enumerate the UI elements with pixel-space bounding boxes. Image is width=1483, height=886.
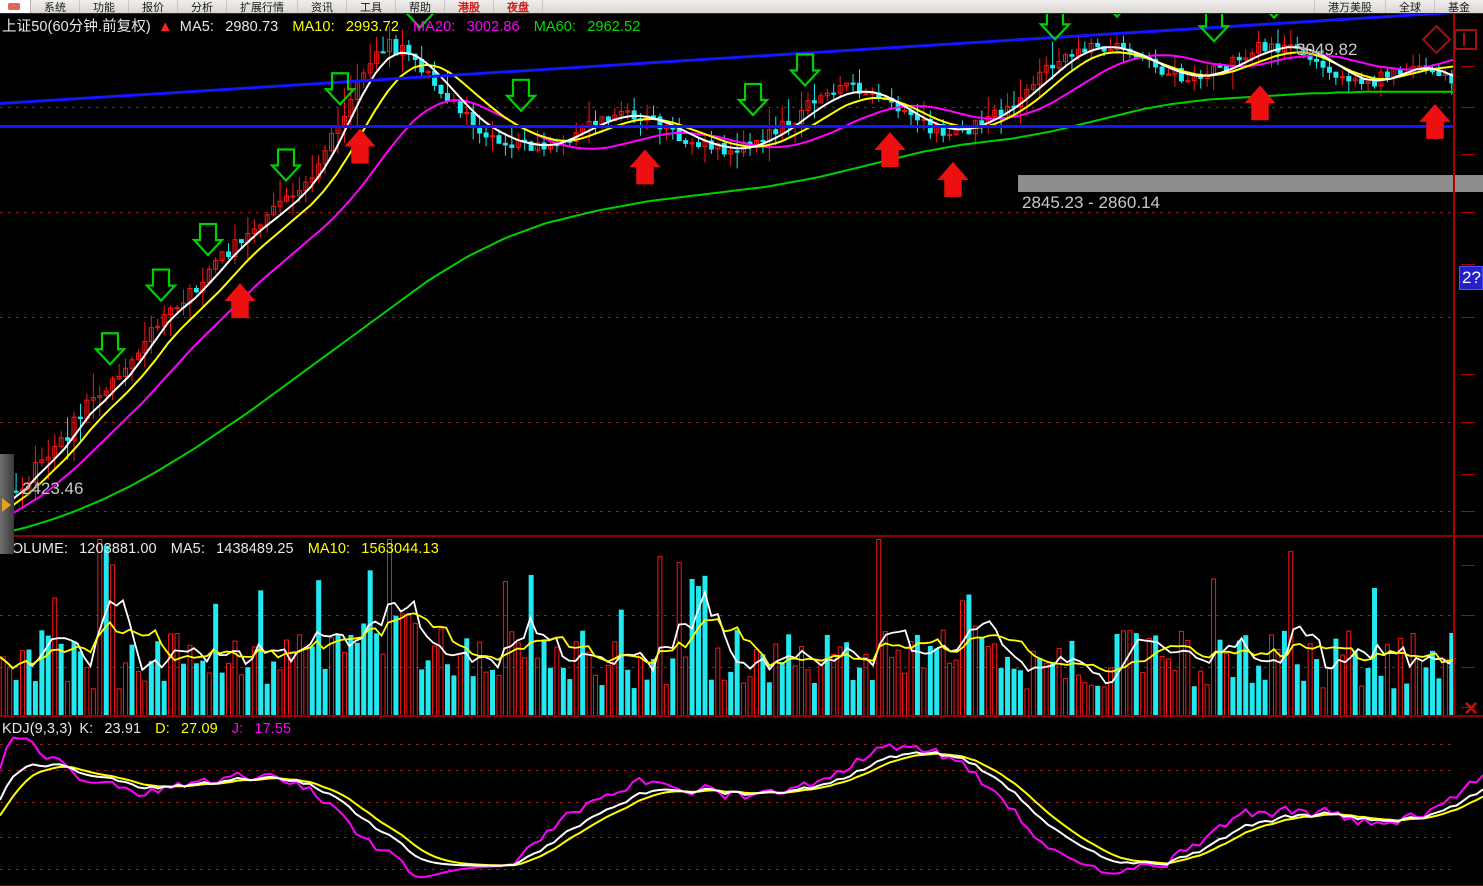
- price-gridline: [0, 317, 1455, 318]
- price-label-high: 3049.82: [1296, 40, 1358, 59]
- price-legend: 上证50(60分钟.前复权) ▲ MA5: 2980.73 MA10: 2993.72…: [2, 15, 654, 36]
- close-icon[interactable]: ✕: [1463, 699, 1479, 720]
- legend-volume: VOLUME: 1203881.00: [2, 541, 157, 557]
- price-candlestick-svg: [0, 14, 1456, 535]
- menu-item-news[interactable]: 资讯: [298, 0, 347, 13]
- legend-kdj-j: J: 17.55: [231, 721, 292, 737]
- volume-axis-ticks: [1455, 537, 1483, 715]
- volume-axis-line: [1453, 537, 1455, 715]
- kdj-gridline: [0, 770, 1455, 771]
- price-plot-area[interactable]: [0, 14, 1483, 535]
- legend-ma10: MA10: 2993.72: [292, 19, 399, 35]
- toolbar-right-group: 港万美股 全球 基金: [1314, 0, 1483, 13]
- legend-vol-ma5: MA5: 1438489.25: [170, 541, 294, 557]
- menu-item-funds[interactable]: 基金: [1434, 0, 1483, 13]
- price-axis-ticks: [1455, 14, 1483, 535]
- price-gridline: [0, 212, 1455, 213]
- volume-legend: VOLUME: 1203881.00 MA5: 1438489.25 MA10: 1…: [2, 541, 453, 557]
- kdj-lines-svg: [0, 736, 1483, 879]
- volume-bars-svg: [0, 539, 1456, 715]
- price-range-band: [1018, 175, 1483, 192]
- legend-ma60: MA60: 2962.52: [533, 19, 641, 35]
- trend-up-icon: ▲: [157, 18, 173, 35]
- cursor-price-tag: 2?: [1459, 266, 1483, 290]
- price-axis-line: [1453, 14, 1455, 535]
- main-toolbar: 系统 功能 报价 分析 扩展行情 资讯 工具 帮助 港股 夜盘 港万美股 全球 …: [0, 0, 1483, 14]
- price-label-band: 2845.23 - 2860.14: [1022, 193, 1161, 212]
- kdj-gridline: [0, 869, 1455, 870]
- menu-item-quotes[interactable]: 报价: [129, 0, 178, 13]
- legend-ma5: MA5: 2980.73: [179, 19, 279, 35]
- menu-item-analysis[interactable]: 分析: [178, 0, 227, 13]
- price-gridline: [0, 107, 1455, 108]
- legend-vol-ma10: MA10: 1563044.13: [307, 541, 439, 557]
- chart-scroll-handle[interactable]: [0, 454, 14, 554]
- scroll-arrow-icon: [2, 498, 11, 512]
- split-pane-icon[interactable]: [1454, 29, 1477, 50]
- pane-corner-icons: [1421, 24, 1477, 55]
- price-label-low: 2423.46: [22, 479, 84, 498]
- kdj-plot-area[interactable]: [0, 717, 1483, 885]
- volume-chart-pane[interactable]: [0, 536, 1483, 716]
- price-gridline: [0, 422, 1455, 423]
- kdj-legend: KDJ(9,3,3) K: 23.91 D: 27.09 J: 17.55: [2, 721, 305, 737]
- price-gridline: [0, 511, 1455, 512]
- volume-gridline: [0, 667, 1455, 668]
- menu-item-function[interactable]: 功能: [80, 0, 129, 13]
- menu-item-global[interactable]: 全球: [1385, 0, 1434, 13]
- volume-gridline: [0, 615, 1455, 616]
- legend-kdj-name: KDJ(9,3,3): [2, 721, 73, 737]
- volume-plot-area[interactable]: [0, 537, 1483, 715]
- kdj-gridline: [0, 744, 1455, 745]
- legend-kdj-k: K: 23.91: [79, 721, 142, 737]
- kdj-gridline: [0, 837, 1455, 838]
- diamond-icon[interactable]: [1421, 24, 1452, 55]
- legend-kdj-d: D: 27.09: [155, 721, 218, 737]
- menu-item-night-session[interactable]: 夜盘: [494, 0, 543, 13]
- menu-item-hk-us-stocks[interactable]: 港万美股: [1314, 0, 1385, 13]
- menu-item-tools[interactable]: 工具: [347, 0, 396, 13]
- menu-item-help[interactable]: 帮助: [396, 0, 445, 13]
- price-chart-pane[interactable]: 2?: [0, 13, 1483, 554]
- instrument-title: 上证50(60分钟.前复权): [2, 19, 151, 35]
- menu-item-extended-quotes[interactable]: 扩展行情: [227, 0, 298, 13]
- app-logo: [0, 0, 31, 13]
- kdj-gridline: [0, 802, 1455, 803]
- legend-ma20: MA20: 3002.86: [413, 19, 520, 35]
- menu-item-system[interactable]: 系统: [31, 0, 80, 13]
- menu-item-hk-stocks[interactable]: 港股: [445, 0, 494, 13]
- kdj-chart-pane[interactable]: [0, 716, 1483, 886]
